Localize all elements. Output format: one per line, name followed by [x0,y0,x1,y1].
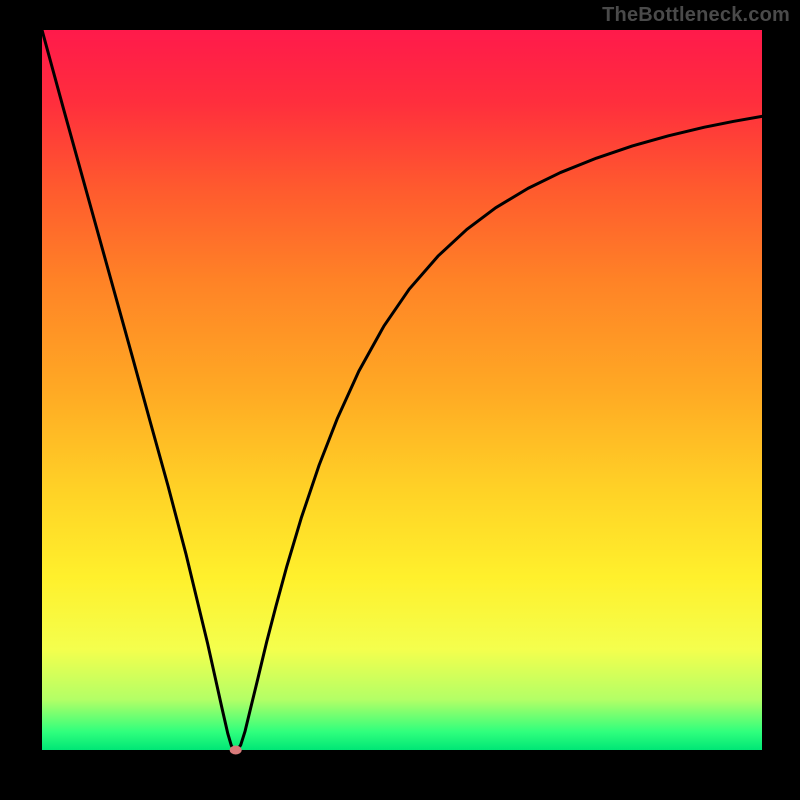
plot-background-gradient [42,30,762,750]
chart-stage: TheBottleneck.com [0,0,800,800]
watermark-label: TheBottleneck.com [602,4,790,27]
bottleneck-chart-svg [0,0,800,800]
optimal-point-marker [230,746,242,755]
